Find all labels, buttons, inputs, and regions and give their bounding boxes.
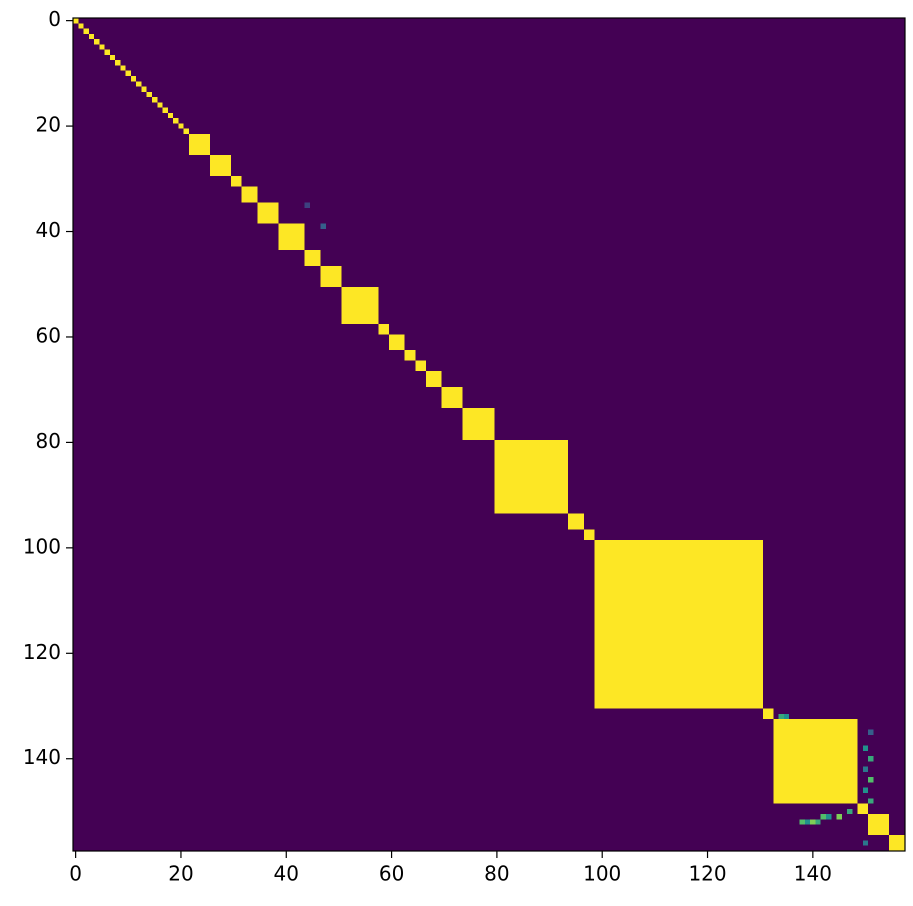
heatmap-block — [99, 44, 105, 50]
heatmap-block — [441, 387, 463, 409]
x-tick-label: 140 — [794, 862, 832, 886]
heatmap-block — [130, 75, 137, 82]
x-tick-label: 60 — [379, 862, 404, 886]
x-tick-label: 40 — [274, 862, 299, 886]
heatmap-block — [567, 513, 584, 530]
heatmap-block — [104, 49, 110, 55]
heatmap-cell — [804, 819, 811, 825]
heatmap-cell — [778, 713, 784, 720]
heatmap-block — [341, 286, 379, 324]
x-tick-label: 100 — [583, 862, 621, 886]
x-tick-label: 20 — [168, 862, 193, 886]
heatmap-block — [378, 323, 389, 335]
heatmap-block — [230, 176, 242, 187]
heatmap-cell — [815, 819, 821, 825]
heatmap-block — [94, 39, 100, 45]
heatmap-cell — [862, 766, 869, 772]
heatmap-cell — [826, 814, 832, 820]
heatmap-block — [462, 408, 495, 440]
heatmap-cell — [862, 745, 869, 751]
heatmap-cell — [868, 756, 874, 762]
heatmap-block — [388, 334, 405, 351]
heatmap-block — [425, 371, 442, 388]
heatmap-block — [583, 529, 595, 540]
heatmap-block — [188, 133, 210, 156]
heatmap-block — [404, 350, 416, 361]
heatmap-block — [115, 60, 121, 66]
heatmap-cell — [820, 814, 827, 820]
heatmap-cell — [836, 814, 842, 820]
heatmap-block — [183, 128, 189, 134]
heatmap-block — [109, 54, 116, 61]
heatmap-block — [120, 65, 126, 71]
heatmap-cell — [868, 798, 874, 804]
heatmap-cell — [810, 819, 816, 825]
heatmap-block — [141, 86, 147, 92]
y-tick-label: 100 — [23, 534, 61, 558]
heatmap-block — [868, 814, 890, 836]
heatmap-cell — [799, 819, 805, 825]
heatmap-cell — [304, 202, 310, 208]
heatmap-cell — [868, 777, 874, 783]
heatmap-block — [304, 249, 321, 266]
x-tick-label: 120 — [688, 862, 726, 886]
heatmap-cell — [862, 840, 869, 846]
heatmap-block — [209, 155, 231, 177]
heatmap-cell — [783, 713, 790, 720]
heatmap-block — [773, 719, 858, 804]
heatmap-block — [857, 803, 869, 815]
heatmap-cell — [862, 787, 869, 794]
plot-frame — [72, 17, 906, 852]
y-tick-label: 80 — [36, 429, 61, 453]
heatmap-block — [762, 708, 774, 720]
y-tick-label: 20 — [36, 113, 61, 137]
heatmap-block — [167, 112, 174, 119]
x-tick-label: 0 — [69, 862, 82, 886]
heatmap-block — [889, 835, 905, 851]
y-tick-label: 0 — [48, 7, 61, 31]
x-tick-label: 80 — [484, 862, 509, 886]
heatmap-block — [173, 118, 179, 124]
heatmap-block — [151, 97, 158, 103]
heatmap-block — [146, 91, 152, 98]
y-tick-label: 120 — [23, 640, 61, 664]
y-tick-label: 60 — [36, 323, 61, 347]
heatmap-block — [415, 360, 426, 372]
heatmap-block — [320, 265, 342, 287]
y-tick-label: 40 — [36, 218, 61, 242]
heatmap-block — [241, 186, 258, 203]
heatmap-block — [83, 28, 89, 34]
heatmap-block — [78, 23, 84, 29]
heatmap-block — [136, 81, 142, 87]
heatmap-block — [73, 18, 79, 24]
heatmap-block — [278, 223, 305, 250]
heatmap-cell — [868, 729, 874, 736]
heatmap-cell — [320, 223, 326, 229]
heatmap-block — [178, 123, 184, 129]
heatmap-cell — [847, 808, 853, 815]
heatmap-block — [125, 70, 131, 76]
heatmap-block — [88, 33, 95, 40]
heatmap-block — [594, 539, 763, 709]
heatmap-block — [157, 102, 163, 108]
heatmap-block — [257, 202, 279, 224]
heatmap-block — [494, 439, 568, 514]
y-tick-label: 140 — [23, 745, 61, 769]
heatmap-block — [162, 107, 168, 113]
